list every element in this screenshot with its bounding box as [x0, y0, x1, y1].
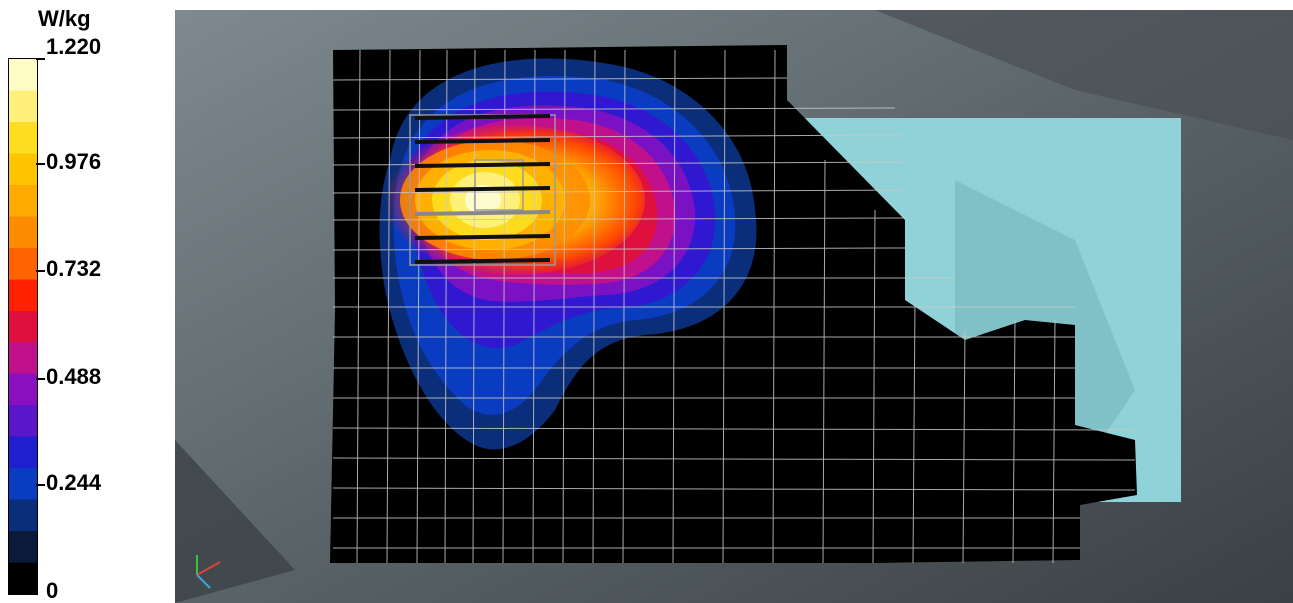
tick-label-zero: 0 [46, 578, 59, 603]
colorbar-legend: W/kg 1.220 0.976 0.732 0.488 0.244 0 [0, 0, 175, 603]
tick-mark [36, 163, 45, 165]
antenna-outline [409, 114, 556, 266]
sar-3d-view[interactable] [175, 10, 1293, 603]
tick-mark [36, 270, 45, 272]
tick-label-0244: 0.244 [46, 470, 102, 495]
background-shade [175, 440, 295, 603]
tick-label-max: 1.220 [46, 34, 102, 59]
colorbar [8, 58, 38, 595]
mesh-grid [332, 49, 1136, 564]
coordinate-axes-icon [196, 555, 221, 589]
tick-mark [36, 378, 45, 380]
tick-label-0488: 0.488 [46, 364, 102, 389]
tick-mark [36, 484, 45, 486]
background-shade [875, 10, 1293, 140]
tick-label-0732: 0.732 [46, 256, 102, 281]
scene-canvas [175, 10, 1293, 603]
unit-label: W/kg [38, 6, 91, 31]
tick-label-0976: 0.976 [46, 149, 102, 174]
tick-mark [36, 58, 45, 60]
